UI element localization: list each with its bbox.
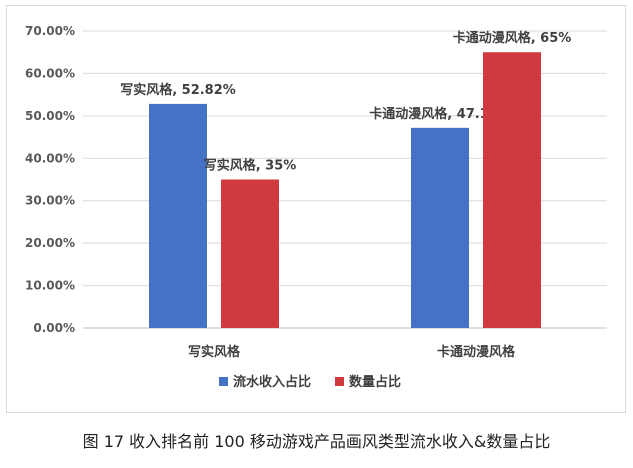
bar-revenue xyxy=(149,103,207,328)
bar-revenue xyxy=(411,127,469,329)
chart-frame: 0.00% 10.00% 20.00% 30.00% 40.00% 50.00% 60.00… xyxy=(6,5,626,413)
y-tick-label: 40.00% xyxy=(25,151,75,165)
legend-swatch xyxy=(219,377,228,386)
x-category-label: 卡通动漫风格 xyxy=(437,344,516,360)
data-label: 卡通动漫风格, 65% xyxy=(453,30,572,46)
data-label: 写实风格, 35% xyxy=(204,158,297,174)
bar-chart: 0.00% 10.00% 20.00% 30.00% 40.00% 50.00% 60.00… xyxy=(25,24,607,390)
data-label: 卡通动漫风格, 47.18% xyxy=(369,106,511,122)
y-tick-label: 60.00% xyxy=(25,66,75,80)
legend-swatch xyxy=(335,377,344,386)
y-tick-label: 10.00% xyxy=(25,279,75,293)
y-tick-label: 50.00% xyxy=(25,109,75,123)
figure-caption: 图 17 收入排名前 100 移动游戏产品画风类型流水收入&数量占比 xyxy=(82,432,551,451)
y-tick-label: 0.00% xyxy=(33,321,75,335)
data-label: 写实风格, 52.82% xyxy=(120,82,236,98)
y-tick-label: 30.00% xyxy=(25,194,75,208)
x-category-label: 写实风格 xyxy=(188,344,241,360)
bar-count xyxy=(483,52,541,328)
legend-label: 流水收入占比 xyxy=(233,374,311,390)
bar-count xyxy=(221,179,279,328)
y-tick-label: 20.00% xyxy=(25,236,75,250)
legend-label: 数量占比 xyxy=(349,374,401,390)
y-tick-label: 70.00% xyxy=(25,24,75,38)
